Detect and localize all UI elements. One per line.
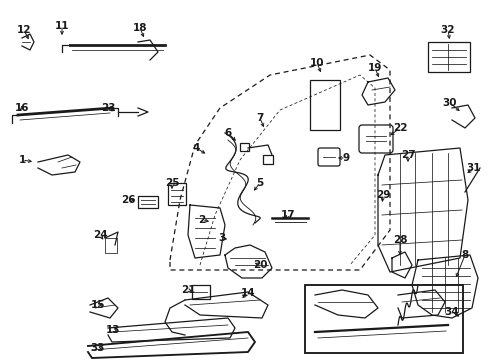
Text: 3: 3	[218, 233, 225, 243]
Text: 19: 19	[367, 63, 382, 73]
Bar	[305, 285, 462, 353]
Bar	[168, 183, 185, 205]
Text: 33: 33	[91, 343, 105, 353]
Text: 14: 14	[240, 288, 255, 298]
Text: 4: 4	[192, 143, 199, 153]
Text: 23: 23	[101, 103, 115, 113]
Bar	[192, 285, 209, 299]
Text: 34: 34	[444, 307, 458, 317]
Bar	[309, 80, 339, 130]
Text: 16: 16	[15, 103, 29, 113]
Text: 18: 18	[132, 23, 147, 33]
Text: 29: 29	[375, 190, 389, 200]
Bar	[138, 196, 158, 208]
Text: 13: 13	[105, 325, 120, 335]
Text: 17: 17	[280, 210, 295, 220]
Text: 10: 10	[309, 58, 324, 68]
Bar	[263, 155, 272, 164]
Text: 22: 22	[392, 123, 407, 133]
Text: 30: 30	[442, 98, 456, 108]
Text: 25: 25	[164, 178, 179, 188]
Text: 24: 24	[93, 230, 107, 240]
FancyBboxPatch shape	[317, 148, 339, 166]
Text: 7: 7	[256, 113, 263, 123]
Bar	[240, 143, 248, 151]
Text: 31: 31	[466, 163, 480, 173]
Text: 2: 2	[198, 215, 205, 225]
Text: 5: 5	[256, 178, 263, 188]
Text: 26: 26	[121, 195, 135, 205]
Text: 11: 11	[55, 21, 69, 31]
Text: 32: 32	[440, 25, 454, 35]
FancyBboxPatch shape	[358, 125, 392, 153]
Text: 21: 21	[181, 285, 195, 295]
Text: 8: 8	[461, 250, 468, 260]
Text: 27: 27	[400, 150, 414, 160]
Text: 28: 28	[392, 235, 407, 245]
Text: 20: 20	[252, 260, 267, 270]
Text: 1: 1	[19, 155, 25, 165]
Bar	[427, 42, 469, 72]
Text: 9: 9	[342, 153, 349, 163]
Text: 15: 15	[91, 300, 105, 310]
Bar	[105, 238, 117, 253]
Text: 12: 12	[17, 25, 31, 35]
Text: 6: 6	[224, 128, 231, 138]
